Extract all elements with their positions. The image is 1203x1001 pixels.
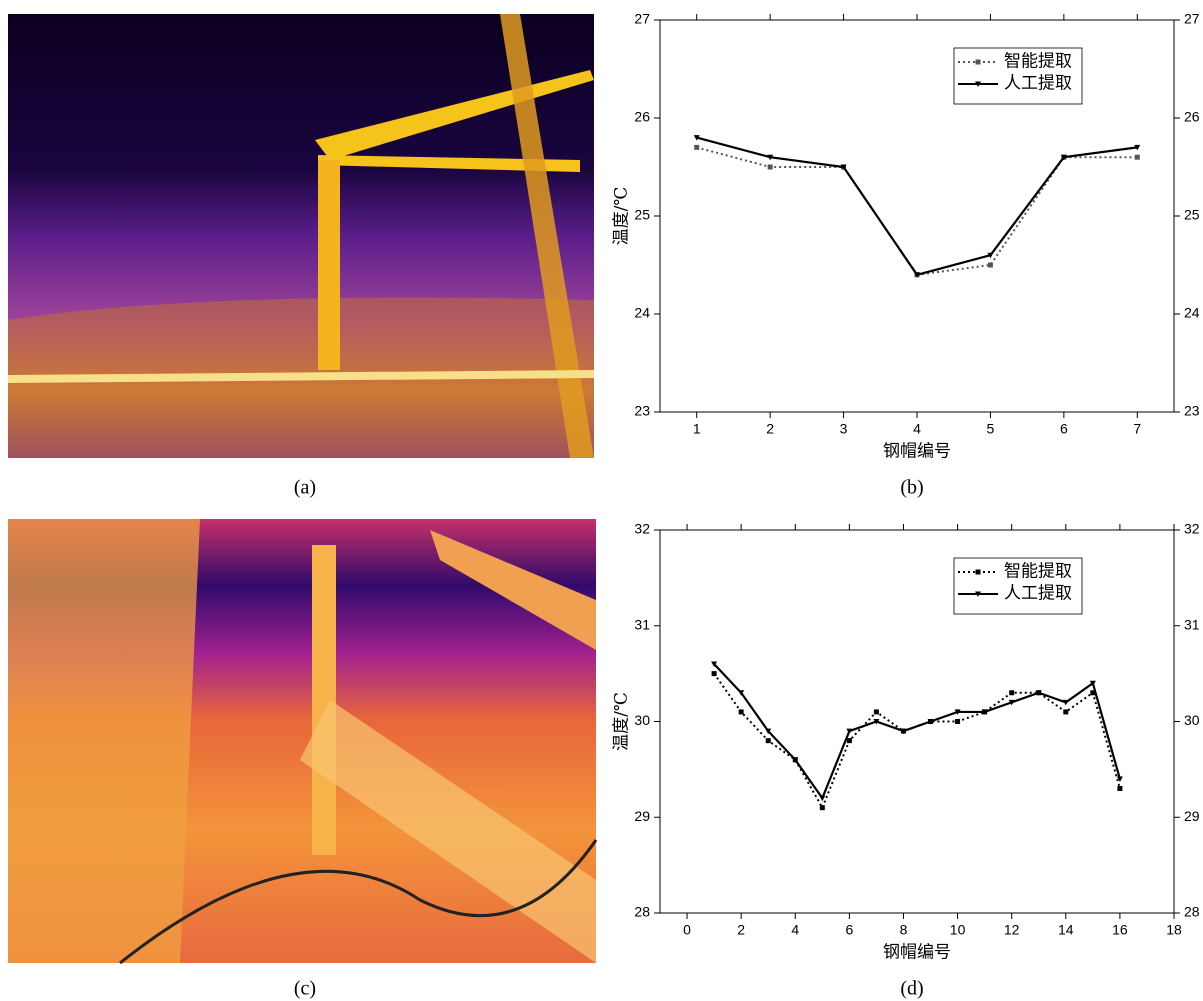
- x-tick-label: 4: [791, 922, 799, 938]
- x-tick-label: 2: [766, 421, 774, 437]
- x-tick-label: 6: [1060, 421, 1068, 437]
- data-point: [820, 805, 825, 810]
- legend-label: 人工提取: [1004, 74, 1072, 94]
- legend-label: 智能提取: [1004, 52, 1072, 72]
- y-tick-label: 27: [634, 11, 650, 27]
- data-point: [712, 671, 717, 676]
- x-tick-label: 10: [950, 922, 966, 938]
- data-point: [694, 145, 699, 150]
- y2-tick-label: 24: [1184, 305, 1200, 321]
- y2-tick-label: 32: [1184, 521, 1200, 537]
- x-tick-label: 14: [1058, 922, 1074, 938]
- panel-caption: (a): [294, 477, 316, 499]
- y2-tick-label: 28: [1184, 904, 1200, 920]
- y-tick-label: 26: [634, 109, 650, 125]
- y2-tick-label: 29: [1184, 808, 1200, 824]
- y2-tick-label: 31: [1184, 616, 1200, 632]
- series-line: [697, 147, 1138, 274]
- data-point: [1117, 786, 1122, 791]
- panel-caption: (d): [900, 978, 923, 1000]
- x-tick-label: 4: [913, 421, 921, 437]
- legend-label: 人工提取: [1004, 584, 1072, 604]
- legend-marker: [976, 570, 981, 575]
- thermal-image-c: [8, 519, 596, 963]
- data-point: [1135, 155, 1140, 160]
- x-tick-label: 0: [683, 922, 691, 938]
- y-tick-label: 24: [634, 305, 650, 321]
- legend-marker: [976, 60, 981, 65]
- series-line: [714, 664, 1120, 798]
- legend-label: 智能提取: [1004, 562, 1072, 582]
- y2-tick-label: 30: [1184, 712, 1200, 728]
- y-tick-label: 32: [634, 521, 650, 537]
- data-point: [766, 738, 771, 743]
- x-tick-label: 7: [1133, 421, 1141, 437]
- plot-frame: [660, 530, 1174, 913]
- series-line: [714, 674, 1120, 808]
- y2-tick-label: 25: [1184, 207, 1200, 223]
- plot-frame: [660, 20, 1174, 412]
- x-tick-label: 18: [1166, 922, 1182, 938]
- data-point: [988, 263, 993, 268]
- x-tick-label: 16: [1112, 922, 1128, 938]
- x-tick-label: 3: [840, 421, 848, 437]
- data-point: [955, 719, 960, 724]
- thermal-image-a: [8, 14, 594, 458]
- x-axis-label: 钢帽编号: [883, 442, 951, 462]
- y-axis-label: 温度/℃: [612, 187, 632, 246]
- y-tick-label: 30: [634, 712, 650, 728]
- data-point: [1063, 709, 1068, 714]
- data-point: [819, 796, 825, 802]
- y-tick-label: 31: [634, 616, 650, 632]
- panel-caption: (b): [900, 477, 923, 499]
- y-tick-label: 23: [634, 403, 650, 419]
- y-tick-label: 29: [634, 808, 650, 824]
- figure: (a)(b)(c)(d)123456723242526272324252627钢…: [0, 0, 1203, 1001]
- x-tick-label: 5: [987, 421, 995, 437]
- y-axis-label: 温度/℃: [612, 692, 632, 751]
- data-point: [768, 165, 773, 170]
- data-point: [739, 709, 744, 714]
- x-tick-label: 1: [693, 421, 701, 437]
- x-axis-label: 钢帽编号: [883, 943, 951, 963]
- y-tick-label: 25: [634, 207, 650, 223]
- x-tick-label: 2: [737, 922, 745, 938]
- y-tick-label: 28: [634, 904, 650, 920]
- x-tick-label: 8: [900, 922, 908, 938]
- y2-tick-label: 23: [1184, 403, 1200, 419]
- data-point: [874, 709, 879, 714]
- panel-caption: (c): [294, 978, 316, 1000]
- y2-tick-label: 26: [1184, 109, 1200, 125]
- y2-tick-label: 27: [1184, 11, 1200, 27]
- data-point: [847, 738, 852, 743]
- x-tick-label: 12: [1004, 922, 1020, 938]
- x-tick-label: 6: [845, 922, 853, 938]
- data-point: [1009, 690, 1014, 695]
